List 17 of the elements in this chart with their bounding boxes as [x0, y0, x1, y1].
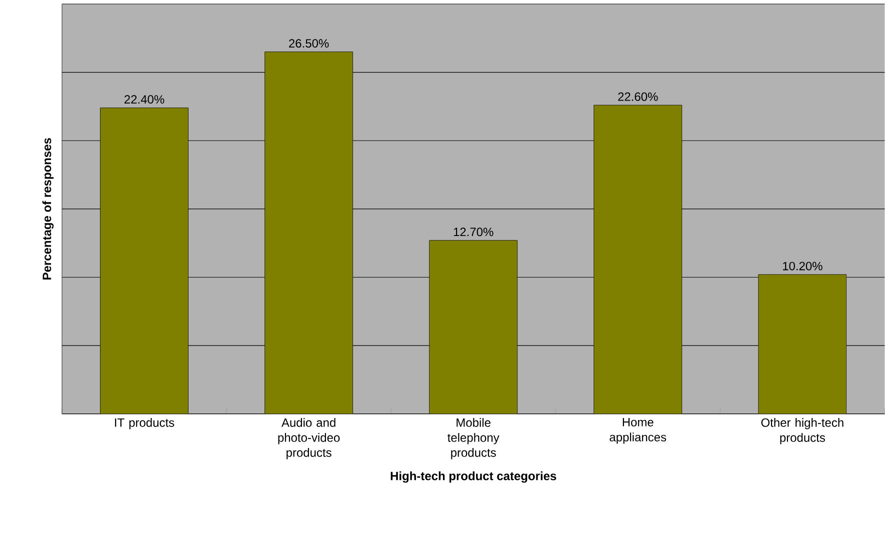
x-tick-label: Home appliances	[610, 418, 666, 444]
bar	[594, 104, 682, 414]
data-label: 26.50%	[289, 39, 329, 48]
data-label: 22.40%	[124, 95, 164, 104]
x-tick-label: Mobile telephony products	[448, 418, 500, 460]
data-label: 22.60%	[618, 92, 658, 101]
bar	[100, 108, 188, 414]
bar	[264, 52, 353, 414]
data-label: 10.20%	[783, 262, 822, 270]
x-axis-title: High-tech product categories	[390, 472, 556, 483]
bar	[429, 240, 518, 414]
data-label: 12.70%	[454, 228, 494, 236]
x-tick-label: Audio and photo-video products	[278, 418, 340, 460]
bar	[758, 274, 847, 414]
x-tick-label: Other high-tech products	[761, 418, 844, 444]
x-tick-label: IT products	[115, 418, 174, 430]
y-axis-title: Percentage of responses	[42, 138, 54, 280]
